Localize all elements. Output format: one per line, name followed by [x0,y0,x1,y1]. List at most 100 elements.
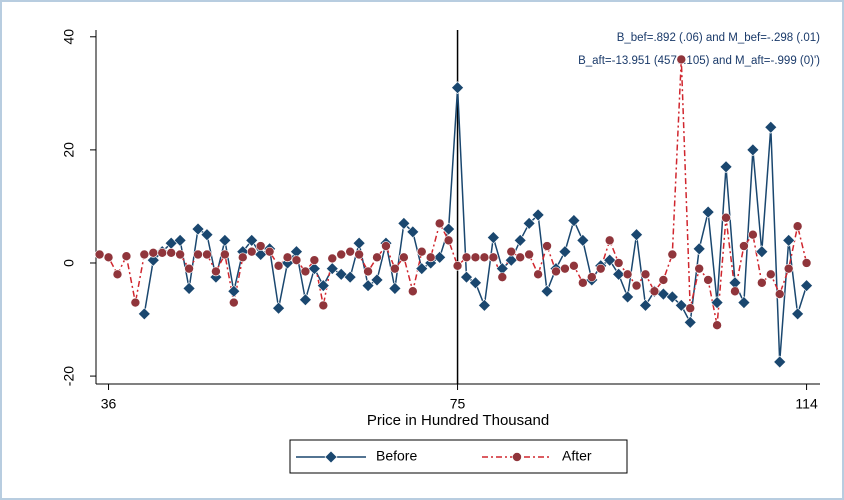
marker [291,255,302,265]
marker [469,276,482,290]
marker [175,249,185,260]
marker [694,263,704,274]
marker [336,249,347,260]
marker [103,252,114,263]
marker [318,300,329,311]
marker [237,252,248,263]
marker [649,286,660,297]
marker [603,253,617,267]
marker [399,252,409,263]
marker [202,249,212,260]
marker [324,450,338,464]
marker [282,252,293,263]
marker [137,307,151,321]
legend-label: Before [376,448,417,464]
marker [712,320,722,330]
x-tick-label: 75 [450,396,466,412]
marker [612,267,626,281]
legend-label: After [562,448,592,464]
marker [791,307,805,321]
marker [363,266,373,277]
y-tick-label: 20 [61,142,77,158]
marker [345,246,355,257]
marker [703,275,713,285]
marker [604,235,615,246]
marker [397,216,411,230]
marker [683,315,697,329]
marker [567,214,581,227]
y-tick-label: 40 [61,29,77,45]
marker [173,233,187,247]
marker [533,269,543,280]
marker [531,208,545,222]
series-line [99,59,808,326]
marker [692,242,706,256]
marker [460,270,473,284]
marker [148,248,159,258]
marker [94,249,105,260]
marker [220,249,230,260]
marker [782,233,796,247]
marker [755,245,769,259]
marker [246,246,257,257]
marker [631,280,642,291]
marker [461,252,472,263]
marker [540,284,554,298]
marker [433,250,447,264]
marker [218,233,232,247]
marker [730,286,740,297]
marker [309,255,320,265]
marker [451,81,464,95]
marker [130,297,141,308]
marker [209,270,223,284]
marker [390,263,400,274]
marker [630,228,643,242]
marker [701,205,715,219]
marker [774,289,785,299]
marker [658,275,669,285]
marker [372,252,382,263]
marker [773,355,787,369]
marker [300,266,311,277]
marker [569,261,579,271]
marker [298,293,312,307]
marker [416,246,427,257]
marker [325,262,339,276]
marker [757,277,767,288]
marker [506,246,517,257]
marker [442,222,456,236]
marker [425,252,436,263]
marker [406,225,420,239]
marker [452,261,463,271]
marker [184,263,194,274]
marker [595,263,606,274]
marker [665,290,679,304]
marker [146,253,160,267]
marker [273,261,284,271]
y-tick-label: -20 [61,366,77,386]
marker [667,249,678,260]
marker [477,298,491,312]
marker [524,249,534,260]
marker [621,290,635,304]
marker [710,296,724,309]
marker [211,266,221,277]
marker [479,252,490,263]
marker [748,229,758,240]
marker [801,258,812,268]
annotation: B_aft=-13.951 (4570.105) and M_aft=-.999… [578,55,820,67]
marker [512,452,522,462]
marker [361,279,375,293]
marker [200,228,214,242]
marker [560,263,570,274]
marker [264,246,275,257]
marker [739,241,749,251]
marker [182,282,196,295]
marker [765,269,776,280]
marker [551,266,561,277]
marker [343,270,357,284]
x-axis-title: Price in Hundred Thousand [367,412,549,429]
marker [434,218,445,229]
